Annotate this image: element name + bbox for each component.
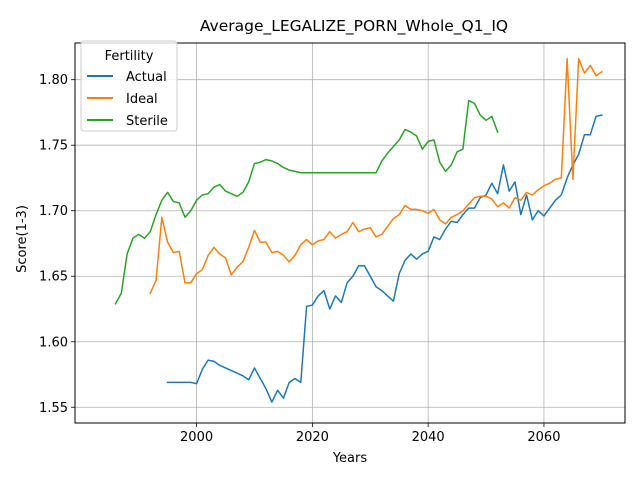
series-lines	[114, 57, 603, 403]
series-line-actual	[166, 114, 603, 403]
legend: Fertility Actual Ideal Sterile	[80, 40, 178, 132]
y-tick-label: 1.60	[39, 335, 68, 350]
y-tick-label: 1.55	[39, 401, 68, 416]
legend-title: Fertility	[105, 49, 154, 64]
series-line-ideal	[149, 57, 603, 295]
x-tick-label: 2040	[412, 430, 445, 445]
series-line-sterile	[114, 99, 499, 305]
legend-label-ideal: Ideal	[126, 92, 158, 107]
x-tick-label: 2000	[180, 430, 213, 445]
legend-label-sterile: Sterile	[126, 114, 168, 129]
y-tick-label: 1.80	[39, 73, 68, 88]
x-tick-label: 2060	[527, 430, 560, 445]
grid	[75, 43, 625, 423]
legend-frame	[80, 40, 178, 132]
y-tick-label: 1.65	[39, 270, 68, 285]
y-tick-label: 1.70	[39, 204, 68, 219]
y-tick-label: 1.75	[39, 139, 68, 154]
x-axis-label: Years	[332, 451, 368, 466]
x-tick-label: 2020	[296, 430, 329, 445]
legend-label-actual: Actual	[126, 70, 167, 85]
plot-frame	[74, 42, 626, 424]
chart-title: Average_LEGALIZE_PORN_Whole_Q1_IQ	[200, 17, 508, 36]
y-axis-label: Score(1-3)	[15, 205, 30, 273]
axis-ticks: 2000 2020 2040 2060 1.55 1.60 1.65 1.70 1.75 1.80	[39, 73, 560, 445]
